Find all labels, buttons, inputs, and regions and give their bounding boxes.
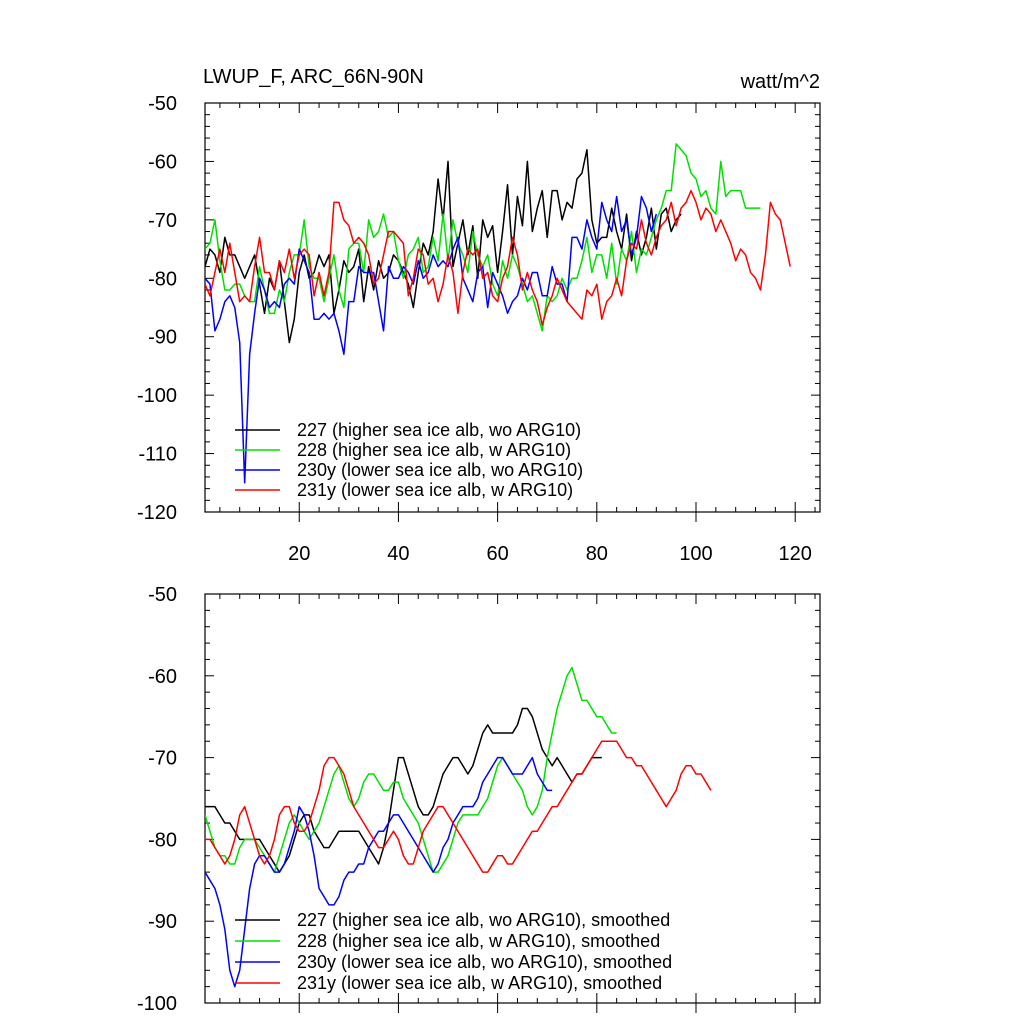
x-tick-label: 40 [387,543,409,565]
plot-frame [204,102,821,513]
plot-frame [204,593,821,1004]
legend-label-3: 231y (lower sea ice alb, w ARG10), smoot… [297,973,662,993]
legend-label-1: 228 (higher sea ice alb, w ARG10), smoot… [297,931,660,951]
x-tick-label: 60 [486,543,508,565]
top-chart-units: watt/m^2 [740,71,820,93]
series-line-2 [205,195,658,484]
x-tick-label: 20 [288,543,310,565]
legend-label-0: 227 (higher sea ice alb, wo ARG10) [297,420,581,440]
series-line-2 [205,756,553,988]
legend-label-3: 231y (lower sea ice alb, w ARG10) [297,480,573,500]
y-tick-label: -80 [148,268,177,290]
bottom-plot-panel: -50 -60 -70 -80 -90 -100 227 (higher sea ice a… [137,584,821,1015]
legend-label-1: 228 (higher sea ice alb, w ARG10) [297,440,571,460]
y-tick-label: -90 [148,327,177,349]
y-tick-label: -110 [138,444,177,466]
top-chart-title: LWUP_F, ARC_66N-90N [203,66,424,88]
y-tick-label: -90 [148,911,177,933]
legend-label-2: 230y (lower sea ice alb, wo ARG10), smoo… [297,952,672,972]
series-line-3 [205,189,791,326]
series-line-3 [205,740,712,873]
y-tick-label: -100 [137,993,177,1015]
y-tick-label: -80 [148,829,177,851]
y-tick-label: -60 [148,666,177,688]
legend-label-2: 230y (lower sea ice alb, wo ARG10) [297,460,583,480]
y-tick-label: -70 [148,748,177,770]
y-tick-label: -60 [148,151,177,173]
y-tick-label: -70 [148,210,177,232]
y-tick-label: -100 [137,385,177,407]
y-tick-label: -50 [148,584,177,606]
top-plot-panel: -50 -60 -70 -80 -90 -100 -110 -120 20 40 60 80 100 12… [137,93,821,565]
series-line-0 [205,707,602,873]
y-tick-label: -120 [137,502,177,524]
x-tick-label: 120 [779,543,812,565]
legend-label-0: 227 (higher sea ice alb, wo ARG10), smoo… [297,910,670,930]
x-tick-label: 80 [586,543,608,565]
y-tick-label: -50 [148,93,177,115]
x-tick-label: 100 [679,543,712,565]
